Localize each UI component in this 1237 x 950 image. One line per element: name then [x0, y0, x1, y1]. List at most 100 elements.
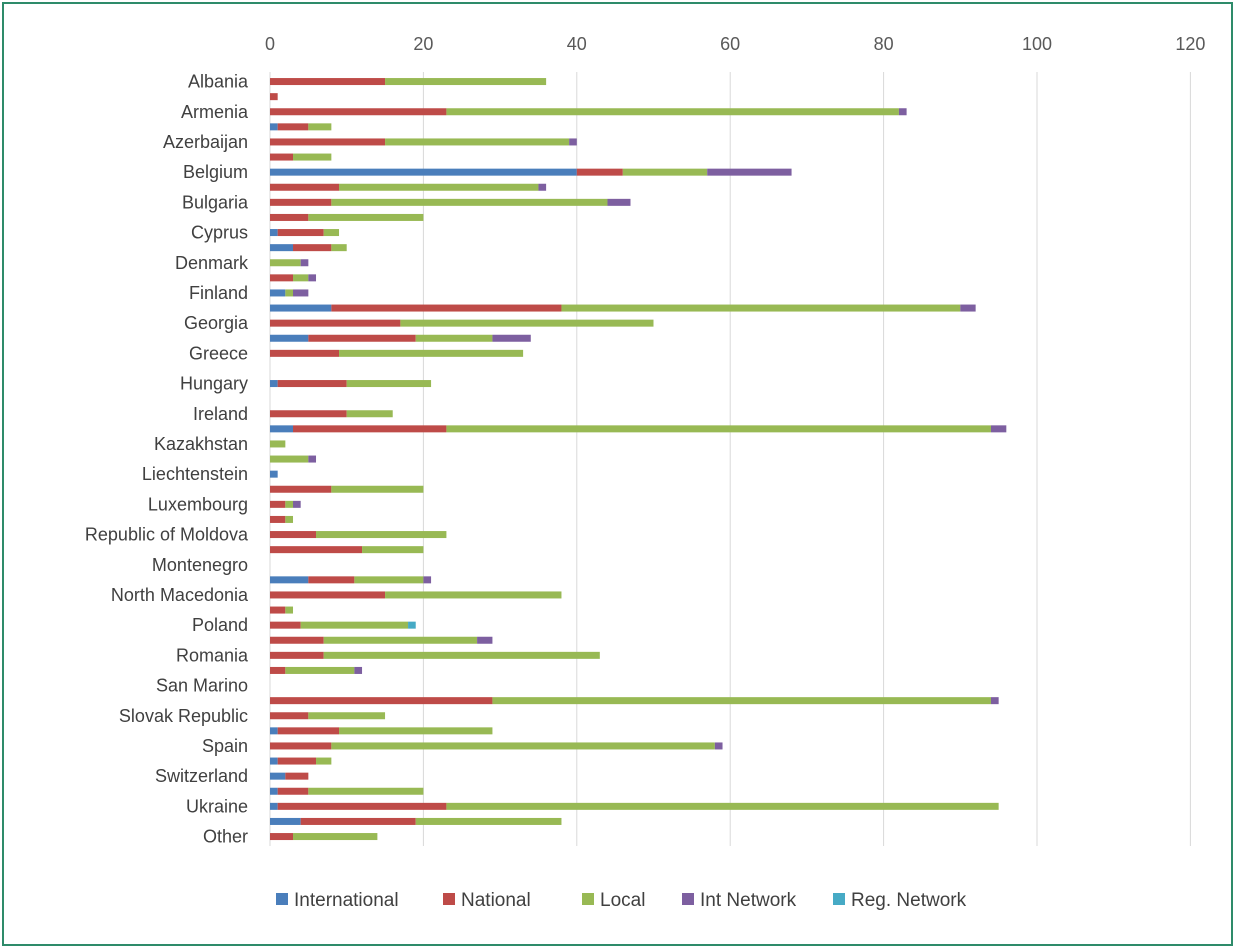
bar-segment-local — [385, 591, 562, 599]
bar-segment-local — [308, 213, 424, 221]
bar-segment-national — [270, 213, 309, 221]
category-label: Greece — [189, 343, 248, 363]
category-label: Switzerland — [155, 766, 248, 786]
bar-segment-national — [270, 410, 347, 418]
bar-segment-national — [270, 274, 294, 282]
x-tick-label: 100 — [1022, 34, 1052, 54]
category-label: Other — [203, 827, 248, 847]
bar-segment-local — [285, 289, 294, 297]
bar-segment-local — [270, 259, 301, 267]
category-label: Georgia — [184, 313, 249, 333]
bar-segment-national — [576, 168, 623, 176]
bar-segment-national — [270, 531, 317, 539]
bar-segment-local — [293, 274, 309, 282]
bar-segment-national — [277, 380, 347, 388]
bar-segment-int-network — [569, 138, 577, 146]
bar-segment-local — [300, 621, 409, 629]
bar-segment-national — [270, 621, 301, 629]
x-tick-label: 20 — [413, 34, 433, 54]
bar-segment-local — [285, 500, 294, 508]
bar-segment-local — [285, 515, 294, 523]
x-tick-label: 40 — [567, 34, 587, 54]
bar-segment-international — [270, 380, 278, 388]
x-tick-label: 80 — [874, 34, 894, 54]
bar-segment-local — [323, 651, 600, 659]
bar-segment-national — [300, 817, 416, 825]
bar-segment-local — [385, 78, 547, 86]
category-label: Montenegro — [152, 555, 248, 575]
bar-segment-national — [277, 757, 317, 765]
bar-segment-reg-network — [408, 621, 416, 629]
bar-segment-local — [308, 123, 332, 131]
bar-segment-local — [331, 485, 424, 493]
bar-segment-int-network — [354, 666, 363, 674]
bar-segment-local — [346, 410, 393, 418]
bar-segment-int-network — [492, 334, 531, 342]
x-tick-label: 60 — [720, 34, 740, 54]
bar-segment-local — [339, 349, 524, 357]
bar-segment-local — [415, 334, 493, 342]
category-label: Finland — [189, 283, 248, 303]
bar-segment-international — [270, 425, 294, 433]
bar-segment-international — [270, 244, 294, 252]
bar-segment-int-network — [477, 636, 493, 644]
bar-segment-int-network — [707, 168, 792, 176]
bar-segment-international — [270, 289, 286, 297]
bar-segment-int-network — [714, 742, 723, 750]
bar-segment-int-network — [898, 108, 907, 116]
bar-segment-local — [323, 636, 478, 644]
bar-segment-national — [277, 787, 309, 795]
legend-label: Local — [600, 890, 645, 911]
bar-segment-international — [270, 304, 332, 312]
bar-segment-int-network — [607, 198, 631, 206]
legend-label: Reg. Network — [851, 890, 967, 911]
bar-segment-local — [308, 787, 424, 795]
category-label: Hungary — [180, 374, 248, 394]
bar-segment-international — [270, 772, 286, 780]
legend-label: National — [461, 890, 531, 911]
bar-segment-local — [331, 198, 608, 206]
legend-label: Int Network — [700, 890, 797, 911]
category-label: Luxembourg — [148, 494, 248, 514]
category-label: Albania — [188, 72, 249, 92]
bar-segment-local — [323, 229, 340, 237]
legend-swatch — [682, 893, 694, 905]
bar-segment-local — [293, 153, 332, 161]
bar-segment-local — [270, 455, 309, 463]
bar-segment-national — [270, 606, 286, 614]
bar-segment-local — [400, 319, 654, 327]
x-tick-label: 120 — [1175, 34, 1205, 54]
category-label: Slovak Republic — [119, 706, 248, 726]
bar-segment-int-network — [293, 289, 309, 297]
legend-swatch — [443, 893, 455, 905]
category-label: Azerbaijan — [163, 132, 248, 152]
category-label: Republic of Moldova — [85, 525, 249, 545]
bar-segment-national — [270, 515, 286, 523]
legend-label: International — [294, 890, 399, 911]
bar-segment-local — [293, 833, 378, 841]
bar-segment-national — [270, 198, 332, 206]
legend-swatch — [276, 893, 288, 905]
bar-segment-national — [270, 651, 324, 659]
bar-segment-national — [270, 183, 340, 191]
category-label: Kazakhstan — [154, 434, 248, 454]
bar-segment-local — [339, 183, 539, 191]
bar-segment-international — [270, 727, 278, 735]
category-label: San Marino — [156, 676, 248, 696]
bar-segment-local — [492, 697, 991, 705]
bar-segment-national — [270, 78, 386, 86]
bar-segment-international — [270, 817, 301, 825]
category-label: Liechtenstein — [142, 464, 248, 484]
legend-swatch — [582, 893, 594, 905]
bar-segment-national — [277, 229, 324, 237]
category-label: North Macedonia — [111, 585, 249, 605]
bar-segment-national — [270, 666, 286, 674]
bar-segment-int-network — [990, 697, 999, 705]
category-label: Cyprus — [191, 223, 248, 243]
bar-segment-int-network — [300, 259, 309, 267]
bar-segment-int-network — [990, 425, 1007, 433]
category-label: Ukraine — [186, 796, 248, 816]
bar-segment-national — [277, 802, 447, 810]
category-label: Belgium — [183, 162, 248, 182]
